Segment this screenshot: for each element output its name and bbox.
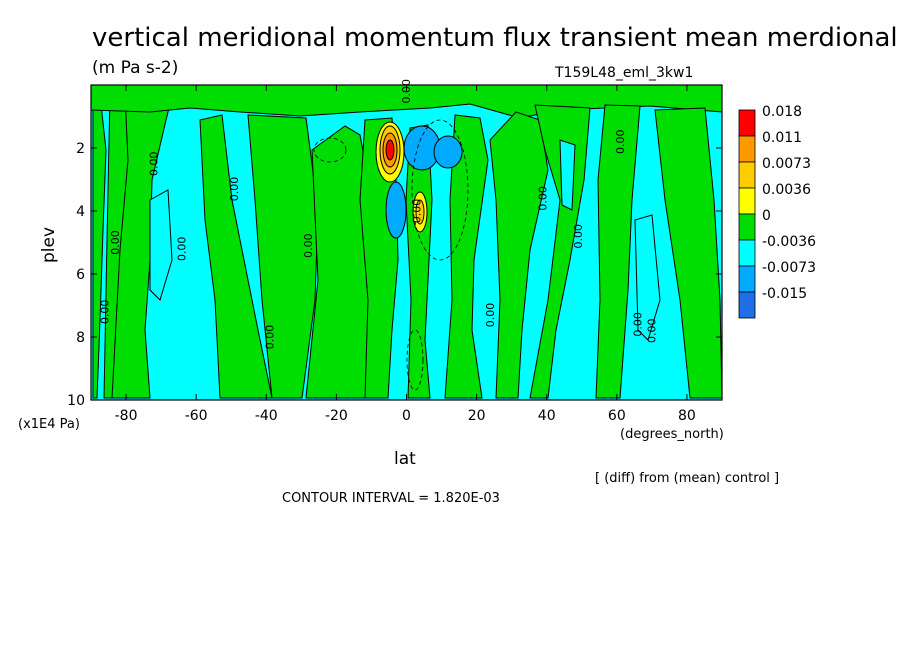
units-label: (m Pa s-2) <box>92 58 178 78</box>
x-tick-label: 60 <box>608 408 626 424</box>
contour-label-10: 0.00 <box>572 224 585 249</box>
colorbar-label: 0.0073 <box>762 156 811 172</box>
x-tick-label: -40 <box>255 408 278 424</box>
y-axis: 2 4 6 8 10 <box>67 141 722 409</box>
field-island-3 <box>634 214 661 341</box>
field-island-2 <box>559 139 576 211</box>
diff-annotation: [ (diff) from (mean) control ] <box>595 471 779 486</box>
contour-label-0: 0.00 <box>109 230 122 255</box>
x-tick-label: -80 <box>115 408 138 424</box>
x-tick-label: 0 <box>402 408 411 424</box>
x-tick-label: 80 <box>678 408 696 424</box>
colorbar-label: -0.0036 <box>762 234 816 250</box>
y-tick-label: 4 <box>76 204 85 220</box>
contour-label-13: 0.00 <box>645 318 658 343</box>
positive-field-regions <box>90 84 723 399</box>
contour-label-9: 0.00 <box>537 186 550 211</box>
x-tick-label: 40 <box>538 408 556 424</box>
contour-label-2: 0.00 <box>176 237 189 261</box>
field-band-lat-15 <box>444 114 489 399</box>
colorbar: 0.018 0.011 0.0073 0.0036 0 -0.0036 -0.0073 -0.… <box>738 104 816 319</box>
contour-interval: CONTOUR INTERVAL = 1.820E-03 <box>282 491 500 506</box>
positive-core-lower-gold <box>415 199 425 225</box>
dashed-contour-3 <box>406 329 424 391</box>
x-axis-label: lat <box>394 449 416 469</box>
colorbar-label: 0.018 <box>762 104 802 120</box>
plot-area: 0.000.000.000.000.000.000.000.000.000.00… <box>67 79 723 424</box>
contour-label-6: 0.00 <box>400 79 413 104</box>
colorbar-swatch-3 <box>738 187 756 215</box>
run-label: T159L48_eml_3kw1 <box>554 65 693 81</box>
y-tick-label: 2 <box>76 141 85 157</box>
field-band-lat-minus62 <box>199 114 273 399</box>
colorbar-swatch-7 <box>738 291 756 319</box>
colorbar-swatch-5 <box>738 239 756 267</box>
contour-label-3: 0.00 <box>228 177 241 202</box>
chart-title: vertical meridional momentum flux transi… <box>92 23 898 53</box>
colorbar-swatch-4 <box>738 213 756 241</box>
dashed-contour-2 <box>411 119 469 261</box>
field-island-1 <box>149 189 173 301</box>
contour-label-5: 0.00 <box>302 233 315 258</box>
field-band-lat-65 <box>595 104 641 399</box>
field-band-lat-30 <box>489 111 549 399</box>
dashed-contour-1 <box>313 137 347 163</box>
y-tick-label: 8 <box>76 330 85 346</box>
x-tick-label: 20 <box>468 408 486 424</box>
cyan-islands <box>149 139 661 341</box>
negative-core-lower <box>385 181 407 239</box>
negative-core-outer-2 <box>433 135 463 169</box>
contour-label-11: 0.00 <box>614 129 627 154</box>
contour-labels: 0.000.000.000.000.000.000.000.000.000.00… <box>99 79 659 349</box>
colorbar-label: 0.0036 <box>762 182 811 198</box>
contour-label-1: 0.00 <box>148 152 161 177</box>
colorbar-label: 0.011 <box>762 130 802 146</box>
field-band-lat-minus35 <box>247 114 319 399</box>
x-axis: -80 -60 -40 -20 0 20 40 60 80 <box>115 85 696 424</box>
dashed-contours <box>313 119 469 391</box>
y-tick-label: 6 <box>76 267 85 283</box>
colorbar-label: -0.0073 <box>762 260 816 276</box>
field-band-lat-minus75 <box>111 94 173 399</box>
colorbar-label: 0 <box>762 208 771 224</box>
y-units-label: (x1E4 Pa) <box>18 417 80 432</box>
x-tick-label: -20 <box>325 408 348 424</box>
contour-label-4: 0.00 <box>263 325 276 350</box>
x-units-label: (degrees_north) <box>620 427 724 442</box>
y-tick-label: 10 <box>67 393 85 409</box>
contour-label-14: 0.00 <box>99 300 112 325</box>
y-axis-label: plev <box>39 227 59 263</box>
field-band-lat-50 <box>529 104 591 399</box>
contour-label-7: 0.00 <box>411 199 424 224</box>
colorbar-swatch-6 <box>738 265 756 293</box>
colorbar-label: -0.015 <box>762 286 807 302</box>
positive-core-red <box>385 139 395 161</box>
colorbar-swatch-2 <box>738 161 756 189</box>
contour-label-8: 0.00 <box>484 303 497 328</box>
core-regions <box>375 121 463 239</box>
x-tick-label: -60 <box>185 408 208 424</box>
contour-label-12: 0.00 <box>631 312 644 337</box>
colorbar-swatch-0 <box>738 109 756 137</box>
colorbar-swatch-1 <box>738 135 756 163</box>
